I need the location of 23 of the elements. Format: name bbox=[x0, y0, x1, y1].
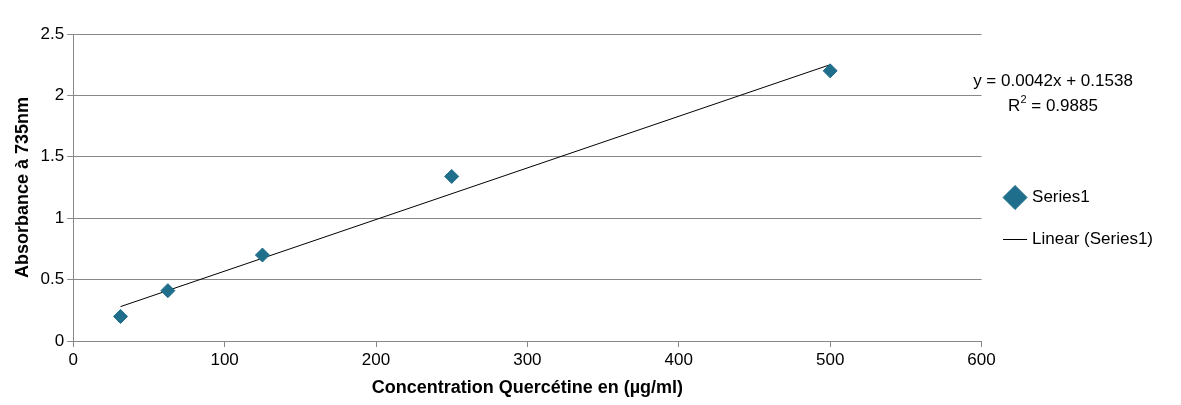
x-tick-label: 300 bbox=[513, 349, 542, 369]
legend-label: Linear (Series1) bbox=[1032, 229, 1154, 249]
x-tick-label: 100 bbox=[210, 349, 239, 369]
annotation: y = 0.0042x + 0.1538 bbox=[973, 71, 1133, 90]
point bbox=[160, 283, 176, 299]
y-tick-label: 1 bbox=[54, 207, 65, 227]
x-tick-label: 400 bbox=[664, 349, 693, 369]
point bbox=[444, 168, 460, 184]
x-axis-title: Concentration Quercétine en (µg/ml) bbox=[371, 377, 684, 398]
y-tick-label: 0.5 bbox=[40, 269, 65, 289]
legend-label: Series1 bbox=[1032, 187, 1090, 207]
x-tick-label: 600 bbox=[967, 349, 996, 369]
y-tick-label: 1.5 bbox=[40, 146, 65, 166]
y-tick-label: 2 bbox=[54, 85, 65, 105]
y-axis-title: Absorbance à 735nm bbox=[11, 96, 32, 279]
point bbox=[254, 247, 270, 263]
x-tick-label: 500 bbox=[815, 349, 845, 369]
point bbox=[822, 63, 838, 79]
y-tick-label: 2.5 bbox=[40, 23, 65, 43]
x-tick-label: 0 bbox=[68, 349, 78, 369]
x-tick-label: 200 bbox=[361, 349, 391, 369]
point bbox=[113, 308, 129, 324]
y-tick-label: 0 bbox=[54, 330, 65, 350]
